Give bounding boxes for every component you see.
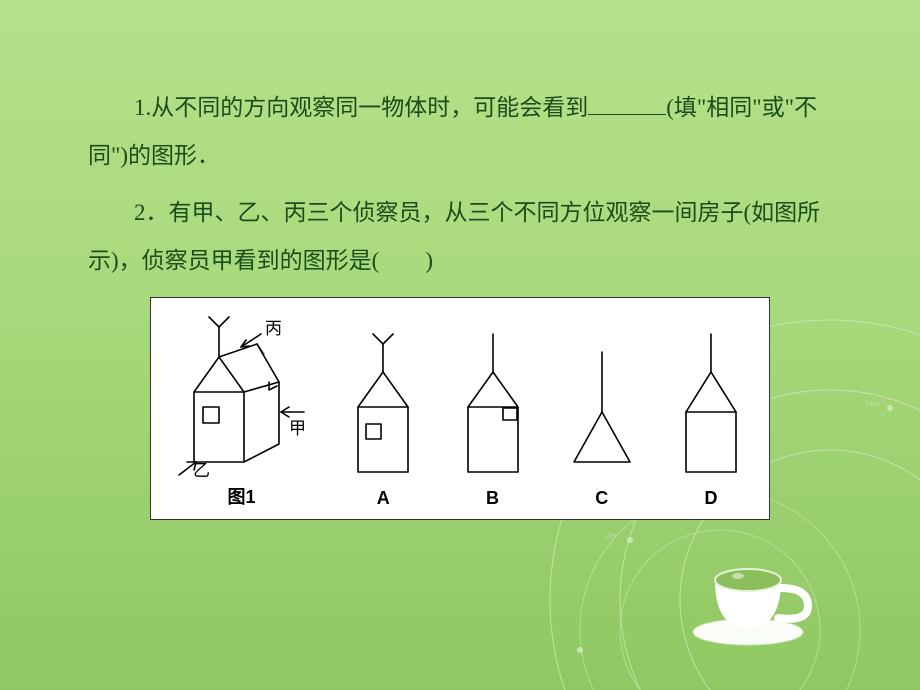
option-c-label: C [595, 488, 608, 509]
option-d[interactable]: D [671, 332, 751, 509]
house-3d-icon: 丙 甲 乙 [169, 312, 314, 477]
question-1: 1.从不同的方向观察同一物体时，可能会看到(填"相同"或"不同")的图形． [88, 84, 832, 181]
q1-prefix: 1.从不同的方向观察同一物体时，可能会看到 [134, 95, 588, 120]
option-a[interactable]: A [343, 332, 423, 509]
svg-text:Life: Life [605, 533, 616, 540]
option-d-label: D [705, 488, 718, 509]
teacup-decoration [690, 540, 825, 650]
option-c-icon [562, 332, 642, 482]
figure-main: 丙 甲 乙 图1 [169, 312, 314, 509]
option-b-icon [453, 332, 533, 482]
q1-blank[interactable] [588, 92, 666, 115]
figure-main-label: 图1 [227, 483, 255, 509]
option-a-icon [343, 332, 423, 482]
figure-row: 丙 甲 乙 图1 [169, 312, 751, 509]
option-c[interactable]: C [562, 332, 642, 509]
label-jia: 甲 [289, 419, 306, 438]
content-area: 1.从不同的方向观察同一物体时，可能会看到(填"相同"或"不同")的图形． 2．… [0, 0, 920, 520]
option-b[interactable]: B [453, 332, 533, 509]
label-bing: 丙 [265, 319, 282, 338]
option-b-label: B [486, 488, 499, 509]
question-2: 2．有甲、乙、丙三个侦察员，从三个不同方位观察一间房子(如图所示)，侦察员甲看到… [88, 189, 832, 286]
figure-panel: 丙 甲 乙 图1 [150, 297, 770, 520]
option-d-icon [671, 332, 751, 482]
option-a-label: A [377, 488, 390, 509]
label-yi: 乙 [193, 461, 210, 477]
